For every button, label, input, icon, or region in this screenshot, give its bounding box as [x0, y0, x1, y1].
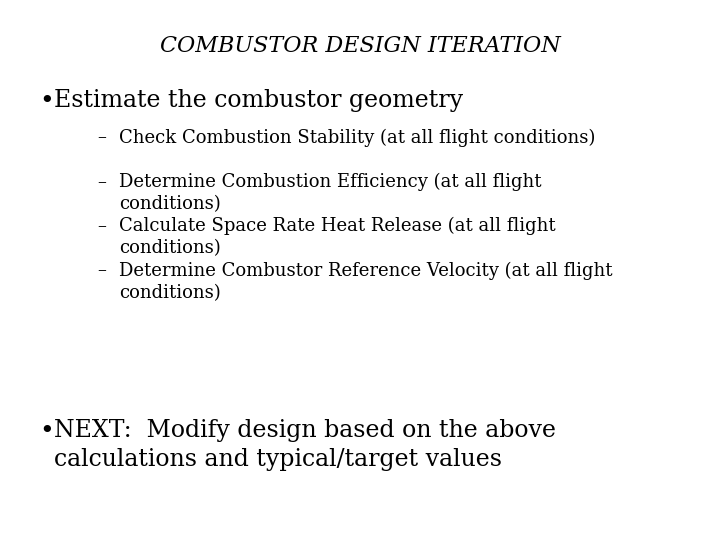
Text: •: • — [40, 418, 54, 442]
Text: •: • — [40, 89, 54, 113]
Text: –: – — [97, 173, 106, 191]
Text: –: – — [97, 261, 106, 279]
Text: –: – — [97, 129, 106, 146]
Text: Check Combustion Stability (at all flight conditions): Check Combustion Stability (at all fligh… — [119, 129, 595, 147]
Text: NEXT:  Modify design based on the above
calculations and typical/target values: NEXT: Modify design based on the above c… — [54, 418, 556, 471]
Text: –: – — [97, 217, 106, 235]
Text: Estimate the combustor geometry: Estimate the combustor geometry — [54, 89, 463, 112]
Text: Determine Combustor Reference Velocity (at all flight
conditions): Determine Combustor Reference Velocity (… — [119, 261, 612, 302]
Text: Calculate Space Rate Heat Release (at all flight
conditions): Calculate Space Rate Heat Release (at al… — [119, 217, 555, 258]
Text: Determine Combustion Efficiency (at all flight
conditions): Determine Combustion Efficiency (at all … — [119, 173, 541, 213]
Text: COMBUSTOR DESIGN ITERATION: COMBUSTOR DESIGN ITERATION — [160, 35, 560, 57]
